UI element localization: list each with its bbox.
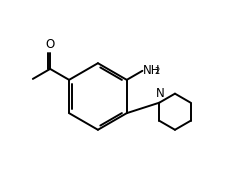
- Text: N: N: [155, 87, 164, 100]
- Text: O: O: [45, 38, 54, 51]
- Text: 2: 2: [154, 68, 159, 76]
- Text: NH: NH: [142, 64, 160, 77]
